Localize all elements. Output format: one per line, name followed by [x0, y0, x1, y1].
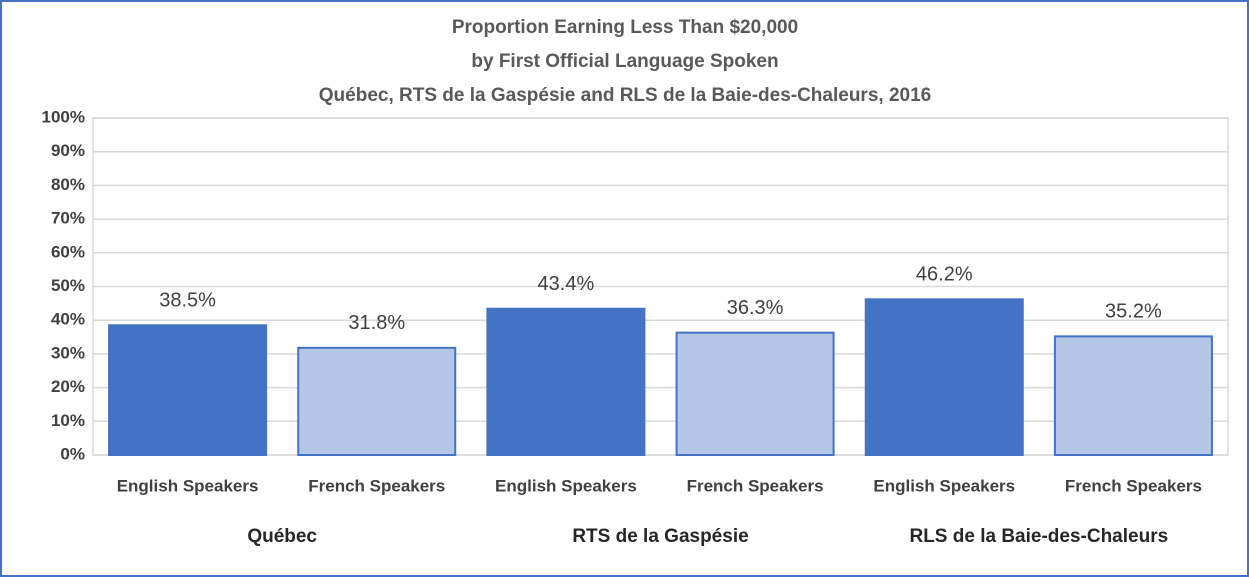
group-label: Québec — [247, 526, 317, 547]
chart-title: Proportion Earning Less Than $20,000 — [452, 17, 798, 38]
plot-border — [92, 117, 1229, 456]
bar — [108, 324, 268, 456]
y-tick-label: 100% — [42, 107, 85, 126]
group-label: RLS de la Baie-des-Chaleurs — [909, 526, 1168, 547]
data-label: 35.2% — [1105, 301, 1162, 323]
y-tick-label: 90% — [51, 141, 85, 160]
y-tick-label: 80% — [51, 175, 85, 194]
y-tick-label: 20% — [51, 377, 85, 396]
bar — [297, 346, 457, 457]
y-tick-label: 0% — [60, 444, 85, 463]
data-label: 46.2% — [916, 264, 973, 286]
y-tick-label: 50% — [51, 276, 85, 295]
chart-title: Québec, RTS de la Gaspésie and RLS de la… — [319, 85, 931, 106]
group-label: RTS de la Gaspésie — [572, 526, 748, 547]
chart-title: by First Official Language Spoken — [471, 51, 778, 72]
x-tick-label: English Speakers — [117, 476, 259, 495]
bar — [486, 307, 646, 456]
y-tick-label: 10% — [51, 411, 85, 430]
x-tick-label: English Speakers — [873, 476, 1015, 495]
bar — [864, 298, 1024, 456]
x-tick-label: English Speakers — [495, 476, 637, 495]
x-tick-label: French Speakers — [308, 476, 445, 495]
y-tick-label: 40% — [51, 310, 85, 329]
y-tick-label: 60% — [51, 242, 85, 261]
data-label: 38.5% — [159, 290, 216, 312]
bar — [675, 331, 835, 457]
y-tick-label: 30% — [51, 343, 85, 362]
data-label: 31.8% — [348, 312, 405, 334]
y-tick-label: 70% — [51, 209, 85, 228]
x-tick-label: French Speakers — [1065, 476, 1202, 495]
data-label: 36.3% — [727, 297, 784, 319]
x-tick-label: French Speakers — [687, 476, 824, 495]
data-label: 43.4% — [538, 273, 595, 295]
bar — [1053, 335, 1213, 457]
